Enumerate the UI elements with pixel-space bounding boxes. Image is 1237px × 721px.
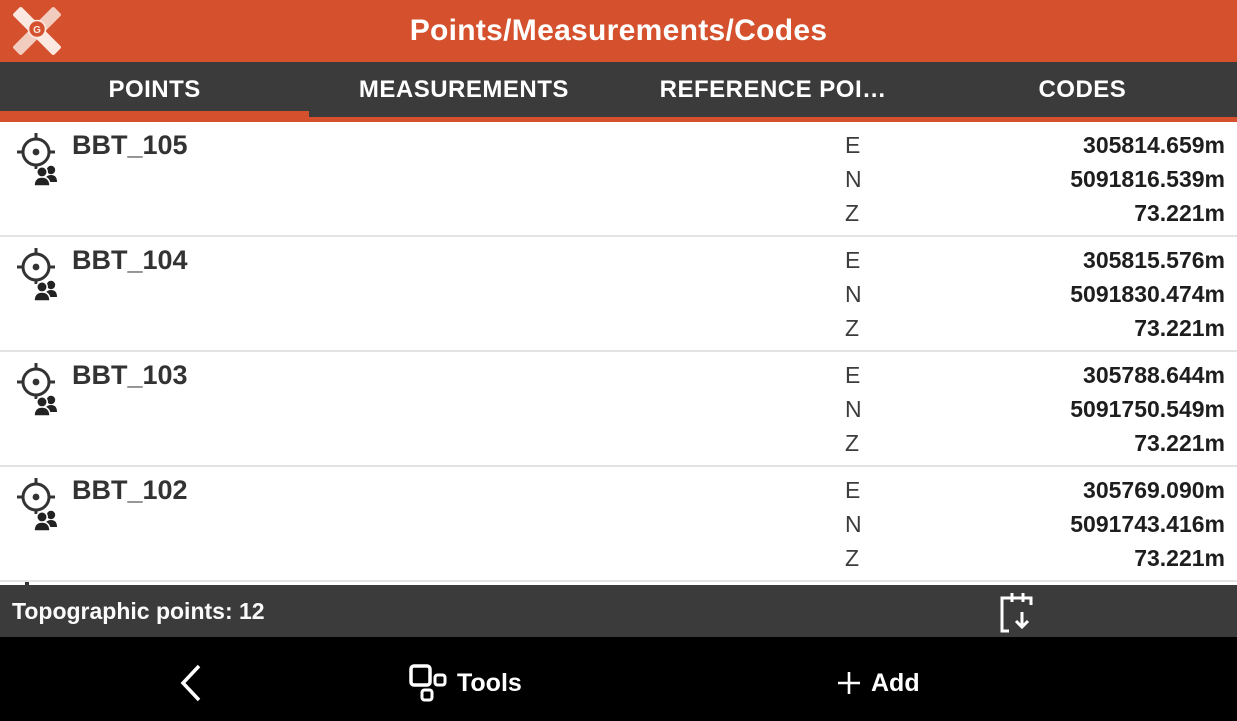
topo-point-group-icon xyxy=(17,248,57,302)
coord-value: 305814.659m xyxy=(1083,132,1225,158)
coord-label: Z xyxy=(845,315,860,341)
partial-next-row xyxy=(0,582,1237,585)
coord-value: 305769.090m xyxy=(1083,477,1225,503)
plus-icon xyxy=(838,672,860,694)
app-header: G Points/Measurements/Codes xyxy=(0,0,1237,62)
coord-value: 5091750.549m xyxy=(1070,396,1225,422)
coord-label: Z xyxy=(845,545,860,571)
tab-measurements[interactable]: MEASUREMENTS xyxy=(358,75,569,103)
tab-reference-points[interactable]: REFERENCE POI… xyxy=(659,75,887,103)
coord-value: 5091816.539m xyxy=(1070,166,1225,192)
partial-point-icon-tip xyxy=(25,582,29,585)
coord-value: 73.221m xyxy=(1134,545,1225,571)
topo-point-group-icon xyxy=(17,133,57,187)
tools-label: Tools xyxy=(457,668,522,697)
add-label: Add xyxy=(871,668,920,697)
coord-value: 305788.644m xyxy=(1083,362,1225,388)
coord-label: N xyxy=(845,281,862,307)
tab-bar: POINTS MEASUREMENTS REFERENCE POI… CODES xyxy=(0,62,1237,117)
chevron-left-icon xyxy=(180,664,201,702)
status-text: Topographic points: 12 xyxy=(12,597,265,624)
add-button[interactable]: Add xyxy=(836,661,920,705)
coord-label: E xyxy=(845,132,861,158)
bottom-nav-bar: Tools Add xyxy=(0,637,1237,721)
coord-label: E xyxy=(845,477,861,503)
point-name: BBT_103 xyxy=(72,360,188,390)
point-row[interactable]: BBT_104 E 305815.576m N 5091830.474m Z 73.2… xyxy=(0,237,1237,352)
coord-value: 305815.576m xyxy=(1083,247,1225,273)
coord-label: N xyxy=(845,511,862,537)
tools-grid-icon xyxy=(409,664,447,702)
point-name: BBT_104 xyxy=(72,245,188,275)
point-coordinates: E 305815.576m N 5091830.474m Z 73.221m xyxy=(845,243,1225,345)
back-button[interactable] xyxy=(178,661,204,705)
point-coordinates: E 305769.090m N 5091743.416m Z 73.221m xyxy=(845,473,1225,575)
point-name: BBT_102 xyxy=(72,475,188,505)
point-row[interactable]: BBT_105 E 305814.659m N 5091816.539m Z 73.2… xyxy=(0,122,1237,237)
coord-label: N xyxy=(845,166,862,192)
coord-label: Z xyxy=(845,430,860,456)
topo-point-group-icon xyxy=(17,478,57,532)
tools-button[interactable]: Tools xyxy=(408,661,522,705)
svg-text:G: G xyxy=(33,25,41,36)
coord-label: N xyxy=(845,396,862,422)
coord-label: E xyxy=(845,362,861,388)
status-bar: Topographic points: 12 xyxy=(0,585,1237,637)
coord-value: 73.221m xyxy=(1134,200,1225,226)
import-points-icon[interactable] xyxy=(995,589,1043,635)
coord-value: 5091743.416m xyxy=(1070,511,1225,537)
point-name: BBT_105 xyxy=(72,130,188,160)
points-list: BBT_105 E 305814.659m N 5091816.539m Z 73.2… xyxy=(0,122,1237,582)
coord-value: 73.221m xyxy=(1134,315,1225,341)
coord-value: 73.221m xyxy=(1134,430,1225,456)
tab-codes[interactable]: CODES xyxy=(1038,75,1127,103)
point-row[interactable]: BBT_102 E 305769.090m N 5091743.416m Z 73.2… xyxy=(0,467,1237,582)
point-coordinates: E 305788.644m N 5091750.549m Z 73.221m xyxy=(845,358,1225,460)
coord-value: 5091830.474m xyxy=(1070,281,1225,307)
page-title: Points/Measurements/Codes xyxy=(409,14,828,47)
tab-accent-line xyxy=(0,117,1237,122)
point-coordinates: E 305814.659m N 5091816.539m Z 73.221m xyxy=(845,128,1225,230)
coord-label: E xyxy=(845,247,861,273)
coord-label: Z xyxy=(845,200,860,226)
xpad-logo-icon: G xyxy=(13,7,61,55)
topo-point-group-icon xyxy=(17,363,57,417)
tab-points[interactable]: POINTS xyxy=(0,62,309,117)
point-row[interactable]: BBT_103 E 305788.644m N 5091750.549m Z 73.2… xyxy=(0,352,1237,467)
